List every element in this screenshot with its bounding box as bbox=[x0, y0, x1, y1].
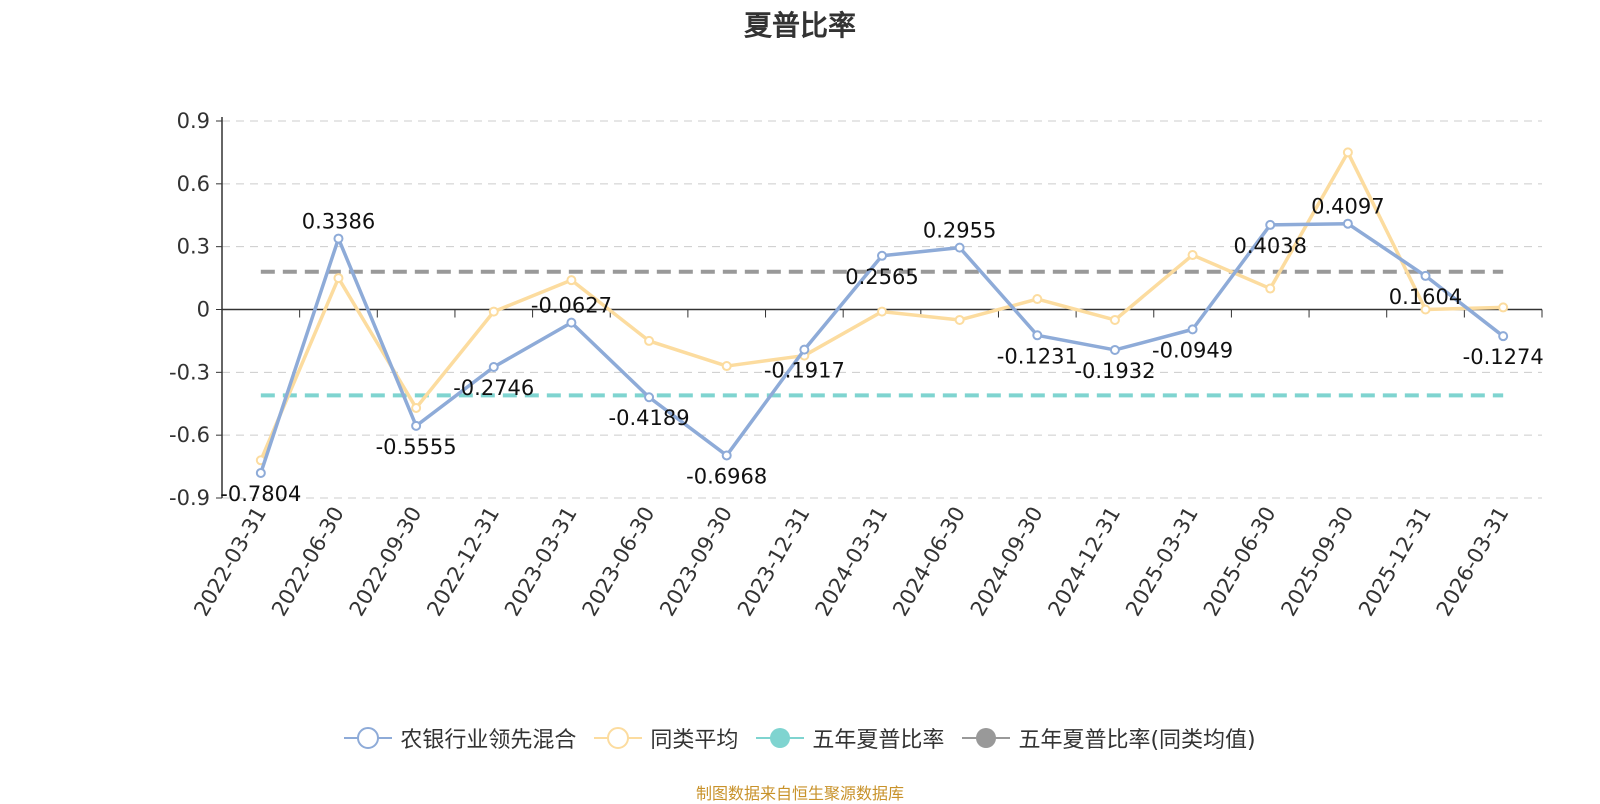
x-tick-label: 2023-06-30 bbox=[578, 503, 660, 621]
data-point-fund bbox=[488, 362, 499, 373]
x-tick-label: 2025-03-31 bbox=[1121, 503, 1203, 621]
legend-label-peer-average: 同类平均 bbox=[650, 728, 739, 753]
data-point-peer-average bbox=[1032, 294, 1043, 305]
x-tick-label: 2025-06-30 bbox=[1199, 503, 1281, 621]
y-tick-label: 0.9 bbox=[177, 109, 210, 133]
data-label: 0.1604 bbox=[1389, 285, 1462, 309]
legend: 农银行业领先混合 同类平均 五年夏普比率 五年夏普比率(同类均值) bbox=[0, 722, 1600, 754]
data-label: 0.3386 bbox=[302, 210, 375, 234]
data-point-fund bbox=[1265, 219, 1276, 230]
data-label: -0.2746 bbox=[453, 376, 534, 400]
data-point-fund bbox=[333, 233, 344, 244]
data-label: -0.4189 bbox=[609, 406, 690, 430]
legend-item-fund[interactable]: 农银行业领先混合 bbox=[344, 722, 576, 754]
data-label: -0.1274 bbox=[1463, 345, 1544, 369]
data-point-peer-average bbox=[566, 275, 577, 286]
data-point-fund bbox=[1187, 324, 1198, 335]
x-tick-label: 2023-09-30 bbox=[655, 503, 737, 621]
data-label: -0.7804 bbox=[220, 482, 301, 506]
data-point-fund bbox=[566, 317, 577, 328]
x-tick-label: 2025-09-30 bbox=[1276, 503, 1358, 621]
y-tick-label: -0.6 bbox=[169, 423, 210, 447]
data-point-fund bbox=[721, 450, 732, 461]
legend-item-five-year-peer[interactable]: 五年夏普比率(同类均值) bbox=[962, 722, 1256, 754]
data-label: 0.4038 bbox=[1233, 234, 1306, 258]
data-label: 0.2565 bbox=[845, 265, 918, 289]
data-point-peer-average bbox=[1342, 147, 1353, 158]
legend-marker-five-year-peer-icon bbox=[962, 728, 1011, 748]
data-label: -0.6968 bbox=[686, 464, 767, 488]
data-point-peer-average bbox=[1265, 283, 1276, 294]
data-point-peer-average bbox=[644, 335, 655, 346]
data-label: -0.1231 bbox=[997, 344, 1078, 368]
chart-title: 夏普比率 bbox=[743, 9, 856, 42]
data-point-fund bbox=[877, 250, 887, 261]
y-tick-label: 0.6 bbox=[177, 172, 210, 196]
y-tick-label: -0.9 bbox=[169, 486, 210, 510]
legend-label-five-year-peer: 五年夏普比率(同类均值) bbox=[1018, 728, 1256, 753]
legend-item-peer-average[interactable]: 同类平均 bbox=[594, 722, 738, 754]
data-label: -0.0949 bbox=[1152, 338, 1233, 362]
data-point-peer-average bbox=[877, 306, 887, 317]
data-point-peer-average bbox=[411, 402, 422, 413]
legend-marker-fund-icon bbox=[344, 727, 393, 749]
data-point-peer-average bbox=[333, 273, 344, 284]
data-point-fund bbox=[799, 344, 810, 355]
data-point-peer-average bbox=[488, 306, 499, 317]
data-label: -0.1932 bbox=[1074, 359, 1155, 383]
data-point-fund bbox=[1342, 218, 1353, 229]
x-tick-label: 2022-09-30 bbox=[345, 503, 427, 621]
legend-label-five-year: 五年夏普比率 bbox=[812, 728, 945, 753]
y-tick-label: 0 bbox=[197, 298, 210, 322]
legend-marker-peer-icon bbox=[594, 727, 643, 749]
data-label: -0.5555 bbox=[376, 435, 457, 459]
x-tick-label: 2024-06-30 bbox=[888, 502, 970, 620]
data-point-peer-average bbox=[721, 361, 732, 372]
data-point-peer-average bbox=[1498, 302, 1509, 313]
data-point-peer-average bbox=[954, 314, 965, 325]
data-point-fund bbox=[411, 420, 422, 431]
x-tick-label: 2022-03-31 bbox=[189, 503, 271, 621]
data-point-fund bbox=[1032, 330, 1043, 341]
data-point-fund bbox=[1498, 331, 1509, 342]
x-tick-label: 2024-12-31 bbox=[1043, 503, 1125, 621]
legend-label-fund: 农银行业领先混合 bbox=[400, 728, 577, 753]
x-tick-label: 2022-06-30 bbox=[267, 503, 349, 621]
legend-item-five-year[interactable]: 五年夏普比率 bbox=[756, 722, 944, 754]
data-label: 0.4097 bbox=[1311, 195, 1384, 219]
data-label: -0.1917 bbox=[764, 359, 845, 383]
data-point-fund bbox=[1420, 270, 1431, 281]
x-tick-label: 2026-03-31 bbox=[1432, 503, 1514, 621]
legend-marker-five-year-icon bbox=[756, 728, 805, 748]
x-tick-label: 2025-12-31 bbox=[1354, 503, 1436, 621]
y-tick-label: 0.3 bbox=[177, 235, 210, 259]
x-tick-label: 2023-03-31 bbox=[500, 503, 582, 621]
x-tick-label: 2024-03-31 bbox=[811, 503, 893, 621]
data-label: 0.2955 bbox=[923, 219, 996, 243]
y-tick-label: -0.3 bbox=[169, 360, 210, 384]
x-tick-label: 2023-12-31 bbox=[733, 503, 815, 621]
data-point-fund bbox=[954, 242, 965, 253]
data-point-fund bbox=[1109, 344, 1120, 355]
data-label: -0.0627 bbox=[531, 294, 612, 318]
data-point-peer-average bbox=[1420, 304, 1431, 315]
x-tick-label: 2022-12-31 bbox=[422, 503, 504, 621]
data-point-fund bbox=[255, 467, 266, 478]
data-point-peer-average bbox=[1187, 250, 1198, 261]
x-tick-label: 2024-09-30 bbox=[966, 503, 1048, 621]
data-point-peer-average bbox=[1109, 314, 1120, 325]
data-point-fund bbox=[644, 392, 655, 403]
source-footer: 制图数据来自恒生聚源数据库 bbox=[695, 784, 904, 803]
